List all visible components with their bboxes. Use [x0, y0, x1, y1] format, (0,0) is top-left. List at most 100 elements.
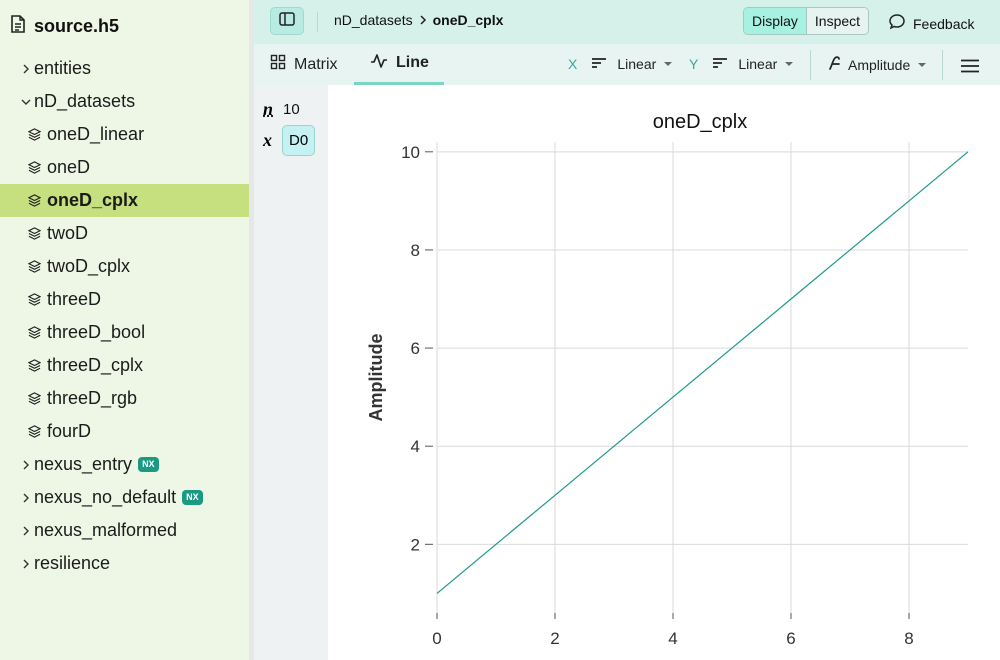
sidebar-item-label: oneD_cplx	[47, 190, 139, 210]
sidebar-item-nexus-entry[interactable]: nexus_entry NX	[0, 448, 249, 481]
size-value: 10	[283, 101, 300, 118]
y-scale-value: Linear	[738, 56, 778, 72]
amplitude-icon	[828, 56, 842, 73]
inspect-mode-button[interactable]: Inspect	[805, 8, 869, 34]
line-chart-icon	[370, 53, 388, 74]
sidebar-item-nd-datasets[interactable]: nD_datasets	[0, 85, 249, 118]
tabbar-divider	[942, 50, 943, 80]
nexus-badge: NX	[182, 490, 203, 505]
y-axis-label: Y	[689, 56, 699, 72]
y-tick-label: 2	[411, 535, 420, 554]
x-tick-label: 6	[786, 629, 795, 648]
chevron-down-icon	[785, 62, 794, 66]
sidebar-item-threed-cplx[interactable]: threeD_cplx	[0, 349, 249, 382]
size-symbol: n	[263, 99, 274, 119]
sidebar-toggle-icon	[279, 11, 295, 31]
dataset-layers-icon	[28, 358, 42, 373]
chevron-right-icon	[18, 460, 34, 470]
toolbar-divider	[317, 12, 318, 32]
sidebar-item-entities[interactable]: entities	[0, 52, 249, 85]
sidebar-item-label: nD_datasets	[34, 91, 136, 111]
chevron-down-icon	[918, 62, 927, 67]
y-scale-selector[interactable]: Y Linear	[689, 56, 794, 72]
file-icon	[10, 14, 26, 38]
sidebar-item-label: resilience	[34, 553, 111, 573]
sidebar-item-twod[interactable]: twoD	[0, 217, 249, 250]
resize-handle[interactable]	[249, 0, 254, 660]
sidebar-item-label: twoD_cplx	[47, 256, 131, 276]
sidebar-item-twod-cplx[interactable]: twoD_cplx	[0, 250, 249, 283]
sidebar-item-label: twoD	[47, 223, 89, 243]
sidebar-item-oned-linear[interactable]: oneD_linear	[0, 118, 249, 151]
dataset-layers-icon	[28, 424, 42, 439]
sidebar-item-threed-rgb[interactable]: threeD_rgb	[0, 382, 249, 415]
sidebar-item-label: oneD_linear	[47, 124, 145, 144]
axis-symbol: x	[263, 130, 272, 150]
x-tick-label: 0	[432, 629, 441, 648]
dataset-layers-icon	[28, 292, 42, 307]
dataset-layers-icon	[28, 226, 42, 241]
file-header[interactable]: source.h5	[10, 14, 119, 38]
file-name: source.h5	[34, 15, 120, 36]
speech-bubble-icon	[888, 13, 906, 34]
sort-lines-icon	[712, 56, 728, 72]
dataset-layers-icon	[28, 193, 42, 208]
x-tick-label: 2	[550, 629, 559, 648]
tab-line-label: Line	[396, 54, 429, 71]
sidebar-item-label: nexus_no_default	[34, 487, 177, 507]
sidebar-item-label: threeD	[47, 289, 102, 309]
sidebar-item-label: oneD	[47, 157, 91, 177]
sidebar-item-label: nexus_entry	[34, 454, 133, 474]
dataset-layers-icon	[28, 259, 42, 274]
sidebar-item-oned[interactable]: oneD	[0, 151, 249, 184]
sidebar-item-resilience[interactable]: resilience	[0, 547, 249, 580]
breadcrumb-current: oneD_cplx	[432, 12, 504, 28]
sidebar-item-fourd[interactable]: fourD	[0, 415, 249, 448]
dataset-layers-icon	[28, 160, 42, 175]
feedback-label: Feedback	[913, 15, 975, 32]
y-axis-title: Amplitude	[366, 334, 386, 422]
sidebar-item-threed-bool[interactable]: threeD_bool	[0, 316, 249, 349]
dataset-layers-icon	[28, 127, 42, 142]
sidebar-item-label: fourD	[47, 421, 92, 441]
sort-lines-icon	[591, 56, 607, 72]
tab-line[interactable]: Line	[354, 44, 444, 85]
dataset-layers-icon	[28, 391, 42, 406]
top-toolbar: nD_datasets oneD_cplx Display Inspect Fe…	[254, 0, 1000, 44]
nexus-badge: NX	[138, 457, 159, 472]
sidebar: source.h5 entities nD_datasets oneD_linear…	[0, 0, 250, 660]
chevron-right-icon	[18, 526, 34, 536]
chart-title: oneD_cplx	[653, 111, 748, 133]
x-scale-selector[interactable]: X Linear	[568, 56, 673, 72]
feedback-button[interactable]: Feedback	[888, 13, 974, 34]
file-tree: entities nD_datasets oneD_linear oneD oneD_c…	[0, 52, 249, 580]
hamburger-icon	[961, 59, 979, 77]
menu-button[interactable]	[961, 59, 979, 78]
dimension-size-row: n 10	[263, 99, 300, 120]
sidebar-item-threed[interactable]: threeD	[0, 283, 249, 316]
sidebar-item-label: threeD_rgb	[47, 388, 138, 408]
series-line-0	[436, 151, 969, 594]
complex-visualization-selector[interactable]: Amplitude	[828, 56, 927, 73]
display-mode-button[interactable]: Display	[744, 8, 806, 34]
sidebar-toggle-button[interactable]	[270, 7, 304, 35]
tabbar-divider	[810, 50, 811, 80]
sidebar-item-nexus-no-default[interactable]: nexus_no_default NX	[0, 481, 249, 514]
dataset-layers-icon	[28, 325, 42, 340]
line-chart[interactable]: 0 2 4 6 8 2 4 6 8 10 oneD_cplx Amplitude	[328, 85, 1000, 660]
breadcrumb-parent[interactable]: nD_datasets	[334, 12, 413, 28]
dimension-mapper: n 10 x D0	[254, 85, 328, 660]
x-tick-label: 4	[668, 629, 677, 648]
sidebar-item-oned-cplx[interactable]: oneD_cplx	[0, 184, 249, 217]
visualization-tabbar: Matrix Line X Linear Y Linear Amplitude	[254, 44, 1000, 85]
breadcrumb: nD_datasets oneD_cplx	[334, 12, 503, 28]
axis-dimension-chip[interactable]: D0	[282, 125, 316, 156]
y-tick-label: 8	[411, 241, 420, 260]
dimension-axis-row: x D0	[263, 125, 316, 156]
chevron-down-icon	[18, 97, 34, 107]
sidebar-item-label: nexus_malformed	[34, 520, 178, 540]
tab-matrix[interactable]: Matrix	[270, 44, 360, 85]
sidebar-item-label: threeD_cplx	[47, 355, 144, 375]
sidebar-item-nexus-malformed[interactable]: nexus_malformed	[0, 514, 249, 547]
tab-matrix-label: Matrix	[294, 55, 338, 73]
